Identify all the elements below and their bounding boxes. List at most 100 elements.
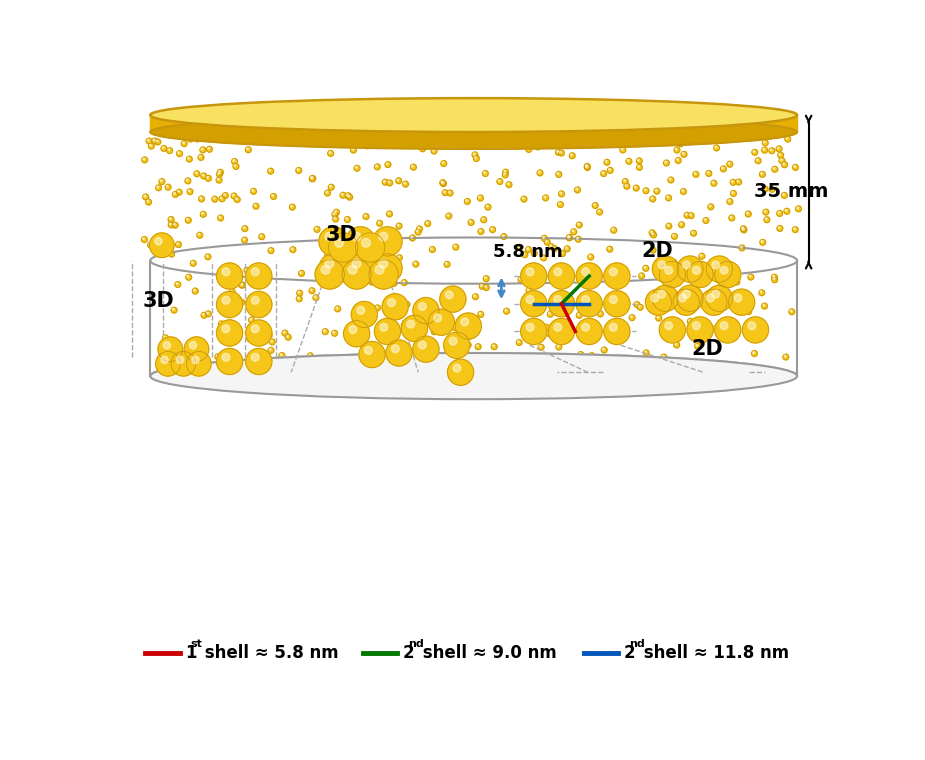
Circle shape bbox=[410, 235, 415, 241]
Circle shape bbox=[734, 294, 742, 302]
Circle shape bbox=[218, 321, 224, 327]
Circle shape bbox=[166, 185, 168, 187]
Circle shape bbox=[682, 190, 684, 192]
Circle shape bbox=[637, 166, 639, 167]
Circle shape bbox=[291, 248, 293, 249]
Circle shape bbox=[600, 171, 607, 176]
Circle shape bbox=[769, 186, 775, 192]
Circle shape bbox=[742, 228, 744, 230]
Circle shape bbox=[404, 302, 410, 307]
Circle shape bbox=[597, 209, 602, 215]
Circle shape bbox=[554, 296, 561, 303]
Circle shape bbox=[168, 222, 174, 228]
Circle shape bbox=[601, 347, 607, 353]
Circle shape bbox=[576, 263, 602, 289]
Circle shape bbox=[559, 203, 561, 204]
Circle shape bbox=[441, 160, 447, 166]
Circle shape bbox=[349, 242, 355, 249]
Circle shape bbox=[531, 328, 536, 334]
Circle shape bbox=[731, 333, 733, 335]
Circle shape bbox=[228, 273, 229, 274]
Circle shape bbox=[506, 182, 512, 188]
Circle shape bbox=[554, 363, 555, 365]
Circle shape bbox=[535, 144, 541, 150]
Circle shape bbox=[564, 307, 570, 313]
Circle shape bbox=[348, 280, 354, 286]
Circle shape bbox=[252, 296, 259, 304]
Circle shape bbox=[198, 233, 200, 235]
Circle shape bbox=[549, 318, 574, 344]
Circle shape bbox=[152, 138, 157, 144]
Circle shape bbox=[532, 329, 534, 331]
Circle shape bbox=[779, 158, 785, 163]
Circle shape bbox=[608, 167, 613, 173]
Circle shape bbox=[773, 278, 775, 280]
Circle shape bbox=[222, 268, 229, 276]
Circle shape bbox=[763, 187, 765, 189]
Circle shape bbox=[222, 192, 228, 198]
Circle shape bbox=[695, 344, 700, 349]
Circle shape bbox=[526, 268, 534, 276]
Circle shape bbox=[522, 252, 528, 258]
Circle shape bbox=[402, 323, 404, 325]
Circle shape bbox=[260, 235, 262, 236]
Circle shape bbox=[475, 157, 476, 158]
Circle shape bbox=[672, 235, 674, 236]
Circle shape bbox=[396, 223, 402, 229]
Circle shape bbox=[219, 322, 221, 324]
Circle shape bbox=[526, 323, 534, 331]
Circle shape bbox=[352, 259, 361, 268]
Circle shape bbox=[784, 208, 790, 214]
Text: 2: 2 bbox=[623, 644, 635, 662]
Circle shape bbox=[703, 264, 709, 271]
Circle shape bbox=[147, 139, 149, 141]
Circle shape bbox=[693, 266, 700, 274]
Circle shape bbox=[282, 330, 288, 336]
Circle shape bbox=[226, 267, 228, 269]
Text: 2D: 2D bbox=[692, 338, 723, 359]
Circle shape bbox=[313, 295, 319, 301]
Circle shape bbox=[208, 147, 210, 149]
Circle shape bbox=[610, 323, 617, 331]
Circle shape bbox=[492, 366, 494, 368]
Circle shape bbox=[759, 172, 765, 177]
Circle shape bbox=[739, 245, 745, 251]
Circle shape bbox=[375, 164, 380, 169]
Circle shape bbox=[250, 318, 252, 320]
Circle shape bbox=[378, 221, 379, 223]
Circle shape bbox=[549, 263, 574, 289]
Circle shape bbox=[225, 304, 227, 306]
Circle shape bbox=[667, 196, 669, 198]
Circle shape bbox=[794, 228, 796, 230]
Circle shape bbox=[687, 317, 713, 343]
Circle shape bbox=[544, 196, 546, 198]
Circle shape bbox=[386, 340, 412, 366]
Circle shape bbox=[623, 179, 628, 185]
Circle shape bbox=[254, 204, 256, 206]
Circle shape bbox=[627, 160, 629, 161]
Circle shape bbox=[707, 294, 714, 302]
Circle shape bbox=[364, 214, 369, 220]
Circle shape bbox=[388, 246, 394, 252]
Circle shape bbox=[782, 192, 787, 198]
Circle shape bbox=[237, 369, 239, 371]
Circle shape bbox=[598, 311, 603, 317]
Circle shape bbox=[634, 185, 639, 191]
Circle shape bbox=[556, 344, 561, 350]
Circle shape bbox=[557, 345, 559, 347]
Circle shape bbox=[442, 162, 444, 163]
Circle shape bbox=[297, 169, 299, 170]
Circle shape bbox=[223, 296, 228, 302]
Circle shape bbox=[561, 252, 562, 254]
Circle shape bbox=[324, 330, 326, 331]
Circle shape bbox=[179, 368, 184, 374]
Circle shape bbox=[794, 166, 796, 167]
Circle shape bbox=[222, 325, 229, 333]
Ellipse shape bbox=[150, 353, 797, 399]
Circle shape bbox=[415, 340, 422, 347]
Circle shape bbox=[711, 261, 720, 269]
Circle shape bbox=[586, 165, 587, 166]
Circle shape bbox=[796, 206, 801, 212]
Circle shape bbox=[489, 137, 491, 138]
Circle shape bbox=[777, 147, 779, 149]
